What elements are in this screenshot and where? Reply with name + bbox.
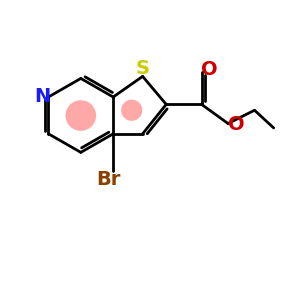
Text: S: S [136,58,150,78]
Circle shape [121,100,142,121]
Text: Br: Br [97,170,121,189]
Text: O: O [201,59,217,79]
Text: N: N [34,88,50,106]
Text: O: O [228,116,244,134]
Circle shape [65,100,96,131]
